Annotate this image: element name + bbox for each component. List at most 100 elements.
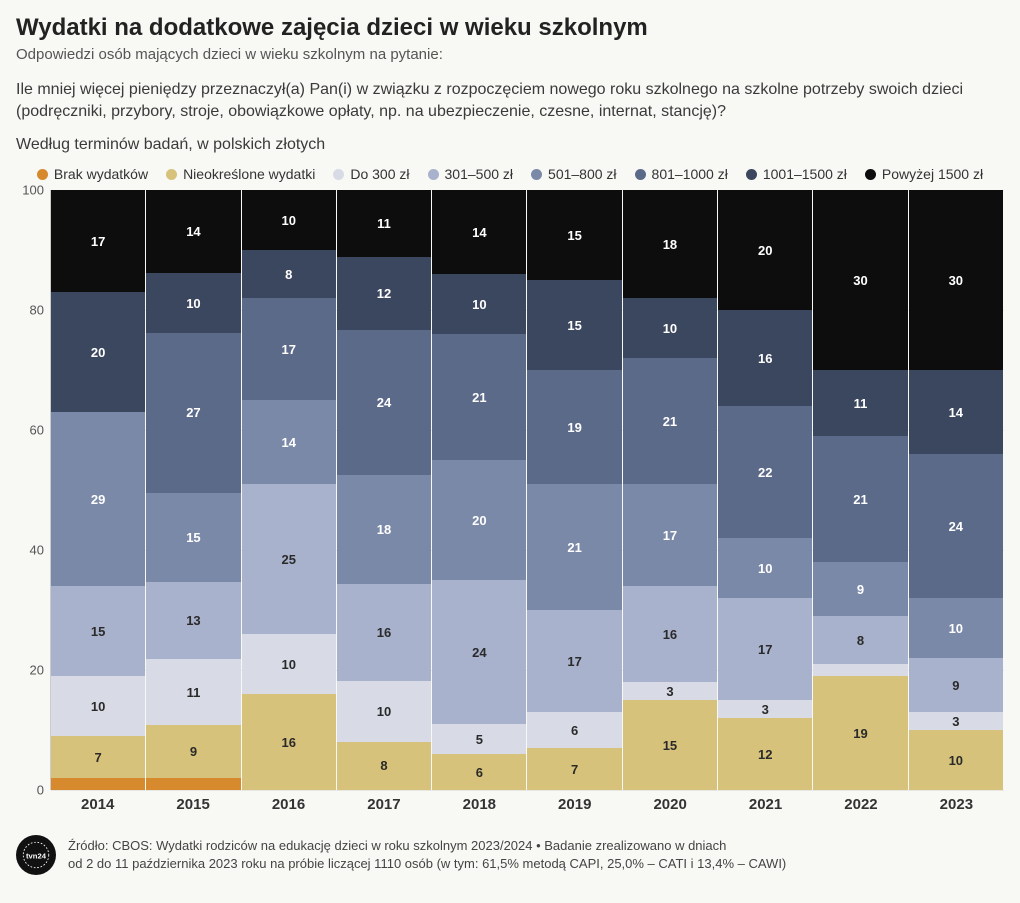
gridline xyxy=(51,790,1004,791)
y-tick: 100 xyxy=(22,183,44,198)
bar-segment: 6 xyxy=(432,754,526,790)
x-label: 2018 xyxy=(432,796,527,813)
legend-item: 301–500 zł xyxy=(428,166,514,182)
bar-segment: 21 xyxy=(527,484,621,610)
bar-segment: 8 xyxy=(337,742,431,790)
bar-segment: 17 xyxy=(718,598,812,700)
footer-line1: Źródło: CBOS: Wydatki rodziców na edukac… xyxy=(68,837,786,855)
y-tick: 0 xyxy=(37,783,44,798)
bar-segment: 15 xyxy=(623,700,717,790)
legend-label: Powyżej 1500 zł xyxy=(882,166,983,182)
x-label: 2019 xyxy=(527,796,622,813)
bar-segment: 10 xyxy=(909,598,1003,658)
bar-segment: 10 xyxy=(432,274,526,334)
legend: Brak wydatkówNieokreślone wydatkiDo 300 … xyxy=(16,166,1004,182)
bar-segment: 10 xyxy=(242,634,336,694)
bar-segment: 12 xyxy=(718,718,812,790)
bar-segment: 10 xyxy=(146,273,240,332)
bar-column: 1810211716315 xyxy=(623,190,718,790)
bar-segment: 3 xyxy=(909,712,1003,730)
footer-text: Źródło: CBOS: Wydatki rodziców na edukac… xyxy=(68,837,786,873)
bar-segment: 13 xyxy=(146,582,240,659)
bar-column: 141021202456 xyxy=(432,190,527,790)
bar-segment: 10 xyxy=(718,538,812,598)
legend-item: Powyżej 1500 zł xyxy=(865,166,983,182)
legend-label: 801–1000 zł xyxy=(652,166,728,182)
x-label: 2022 xyxy=(813,796,908,813)
bar-segment: 7 xyxy=(527,748,621,790)
bar-segment: 9 xyxy=(146,725,240,778)
bar-segment: 24 xyxy=(909,454,1003,598)
bar-segment: 21 xyxy=(813,436,907,562)
bar-segment: 14 xyxy=(242,400,336,484)
bar-segment: 9 xyxy=(813,562,907,616)
logo-text: tvn24 xyxy=(26,852,47,861)
units-label: Według terminów badań, w polskich złotyc… xyxy=(16,136,1004,154)
bar-segment: 21 xyxy=(432,334,526,460)
bar-segment: 30 xyxy=(813,190,907,370)
y-axis: 020406080100 xyxy=(16,190,50,790)
bar-segment: 14 xyxy=(146,190,240,273)
bar-segment: 10 xyxy=(242,190,336,250)
bar-segment: 20 xyxy=(432,460,526,580)
bar-segment: 15 xyxy=(527,190,621,280)
bar-segment: 3 xyxy=(623,682,717,700)
legend-label: Brak wydatków xyxy=(54,166,148,182)
bar-segment: 7 xyxy=(51,736,145,778)
bar-segment: 16 xyxy=(337,584,431,681)
bar-segment: 19 xyxy=(813,676,907,790)
y-tick: 20 xyxy=(30,663,44,678)
legend-swatch xyxy=(37,169,48,180)
survey-question: Ile mniej więcej pieniędzy przeznaczył(a… xyxy=(16,79,1004,122)
bar-segment: 14 xyxy=(432,190,526,274)
y-tick: 40 xyxy=(30,543,44,558)
legend-swatch xyxy=(428,169,439,180)
bar-segment: 17 xyxy=(51,190,145,292)
bar-segment: 19 xyxy=(527,370,621,484)
bar-segment: 18 xyxy=(623,190,717,298)
source-logo: tvn24 xyxy=(16,835,56,875)
bar-segment: 22 xyxy=(718,406,812,538)
bar-segment: 25 xyxy=(242,484,336,634)
y-tick: 80 xyxy=(30,303,44,318)
x-label: 2023 xyxy=(909,796,1004,813)
footer: tvn24 Źródło: CBOS: Wydatki rodziców na … xyxy=(16,835,1004,875)
legend-label: 301–500 zł xyxy=(445,166,514,182)
y-tick: 60 xyxy=(30,423,44,438)
bar-segment: 8 xyxy=(242,250,336,298)
bar-column: 2016221017312 xyxy=(718,190,813,790)
bar-segment: 10 xyxy=(909,730,1003,790)
bar-segment xyxy=(813,664,907,676)
legend-item: 801–1000 zł xyxy=(635,166,728,182)
question-line2: (podręczniki, przybory, stroje, obowiązk… xyxy=(16,103,726,120)
legend-label: Do 300 zł xyxy=(350,166,409,182)
bar-segment: 17 xyxy=(527,610,621,712)
bar-column: 1410271513119 xyxy=(146,190,241,790)
chart-area: 020406080100 172029151071410271513119108… xyxy=(16,190,1004,790)
bar-segment: 15 xyxy=(51,586,145,676)
question-line1: Ile mniej więcej pieniędzy przeznaczył(a… xyxy=(16,81,963,98)
bar-segment: 16 xyxy=(242,694,336,790)
bar-segment: 3 xyxy=(718,700,812,718)
bar-column: 1081714251016 xyxy=(242,190,337,790)
legend-label: 501–800 zł xyxy=(548,166,617,182)
legend-item: Do 300 zł xyxy=(333,166,409,182)
legend-label: 1001–1500 zł xyxy=(763,166,847,182)
legend-swatch xyxy=(333,169,344,180)
bar-segment: 9 xyxy=(909,658,1003,712)
x-axis: 2014201520162017201820192020202120222023 xyxy=(50,796,1004,813)
bar-column: 17202915107 xyxy=(51,190,146,790)
legend-swatch xyxy=(166,169,177,180)
x-label: 2014 xyxy=(50,796,145,813)
bar-segment: 6 xyxy=(527,712,621,748)
x-label: 2015 xyxy=(145,796,240,813)
bar-segment: 30 xyxy=(909,190,1003,370)
bar-segment: 15 xyxy=(527,280,621,370)
bar-segment: 14 xyxy=(909,370,1003,454)
legend-swatch xyxy=(531,169,542,180)
bar-segment: 16 xyxy=(718,310,812,406)
bar-segment: 27 xyxy=(146,333,240,493)
legend-swatch xyxy=(746,169,757,180)
bar-segment: 18 xyxy=(337,475,431,584)
x-label: 2017 xyxy=(336,796,431,813)
